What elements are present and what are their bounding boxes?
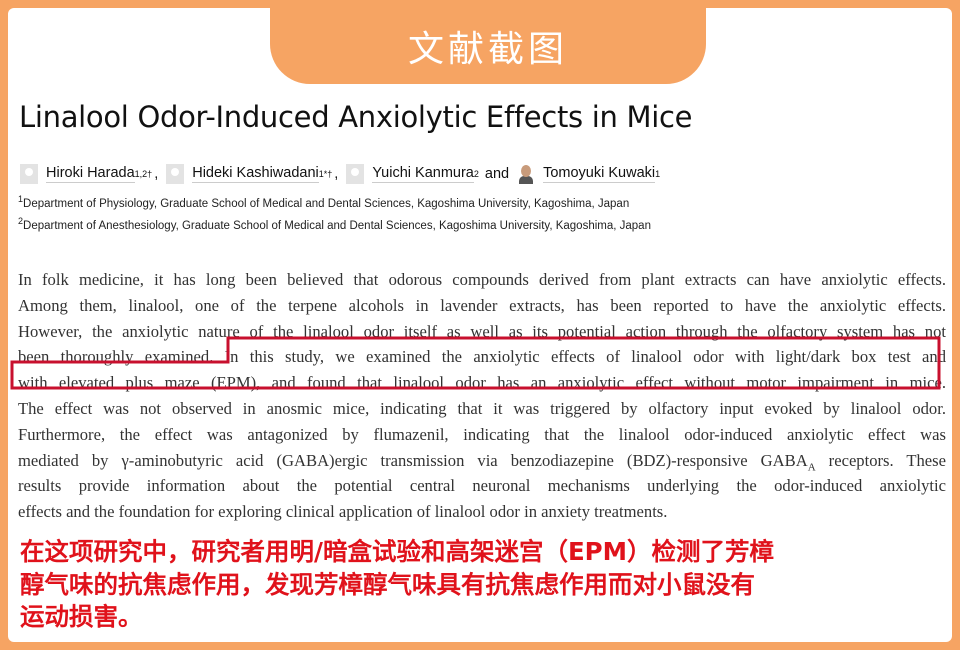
abstract-line: results provide information about the po… [18, 476, 946, 496]
author-sup: 2 [473, 169, 479, 179]
author-link[interactable]: Hideki Kashiwadani [192, 165, 319, 183]
document-page: 文献截图 Linalool Odor-Induced Anxiolytic Ef… [8, 8, 952, 642]
author-separator: , [154, 166, 159, 182]
affiliation-text: Department of Anesthesiology, Graduate S… [23, 219, 651, 232]
translation-line: 醇气味的抗焦虑作用，发现芳樟醇气味具有抗焦虑作用而对小鼠没有 [20, 569, 755, 599]
affiliation: 2Department of Anesthesiology, Graduate … [18, 216, 651, 232]
author-list: Hiroki Harada 1,2†, Hideki Kashiwadani 1*†… [20, 164, 660, 184]
translation-line: 运动损害。 [20, 602, 143, 631]
abstract-text: receptors. These [815, 450, 946, 470]
abstract-line: However, the anxiolytic nature of the li… [18, 321, 946, 341]
affiliation-sup: 2 [18, 216, 24, 226]
avatar-icon [20, 164, 38, 184]
chinese-translation: 在这项研究中，研究者用明/暗盒试验和高架迷宫（EPM）检测了芳樟 醇气味的抗焦虑… [20, 536, 774, 634]
article-title: Linalool Odor-Induced Anxiolytic Effects… [19, 100, 693, 134]
banner: 文献截图 [270, 8, 706, 84]
abstract-text: mediated by γ-aminobutyric acid (GABA)er… [18, 450, 808, 470]
abstract-line: Among them, linalool, one of the terpene… [18, 295, 946, 315]
author-sup: 1 [655, 169, 661, 179]
avatar-icon [346, 164, 365, 184]
abstract-line: been thoroughly examined. In this study,… [18, 347, 946, 367]
affiliation-text: Department of Physiology, Graduate Schoo… [23, 197, 630, 210]
author-separator: and [484, 166, 510, 182]
subscript: A [807, 460, 816, 473]
affiliation: 1Department of Physiology, Graduate Scho… [18, 194, 629, 210]
highlight-outline [10, 336, 941, 390]
author-link[interactable]: Yuichi Kanmura [372, 165, 474, 183]
avatar-icon [166, 164, 185, 184]
abstract-line: effects and the foundation for exploring… [18, 502, 668, 522]
highlight-box [10, 336, 941, 390]
affiliation-sup: 1 [18, 194, 24, 204]
author-link[interactable]: Tomoyuki Kuwaki [543, 165, 656, 183]
author-photo-icon [517, 164, 535, 184]
author-sup: 1*† [318, 169, 333, 179]
author-separator: , [334, 166, 339, 182]
abstract-line: In folk medicine, it has long been belie… [18, 270, 946, 289]
abstract-line: The effect was not observed in anosmic m… [18, 398, 946, 418]
abstract-line: Furthermore, the effect was antagonized … [18, 424, 946, 444]
author-sup: 1,2† [134, 169, 153, 179]
abstract-line: mediated by γ-aminobutyric acid (GABA)er… [18, 448, 946, 474]
translation-line: 在这项研究中，研究者用明/暗盒试验和高架迷宫（EPM）检测了芳樟 [20, 537, 775, 566]
author-link[interactable]: Hiroki Harada [46, 165, 135, 183]
abstract: In folk medicine, it has long been belie… [18, 267, 946, 525]
